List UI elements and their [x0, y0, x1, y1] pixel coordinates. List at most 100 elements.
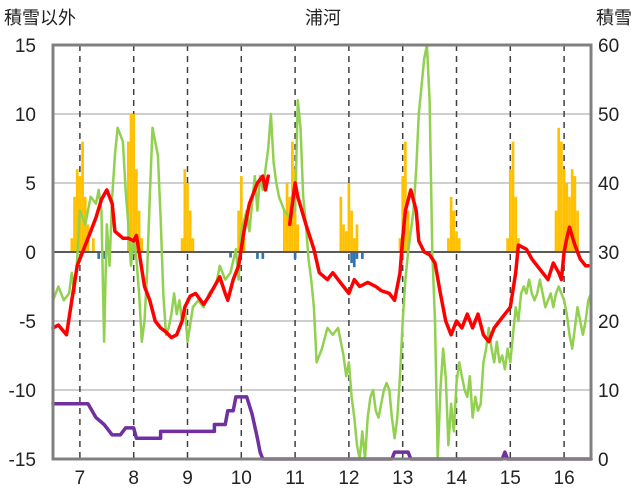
x-tick-label: 7 — [75, 468, 86, 489]
right-tick-label: 50 — [598, 105, 619, 126]
precip-bar — [344, 231, 348, 252]
left-tick-label: 0 — [25, 243, 36, 264]
chart-title: 浦河 — [305, 8, 341, 29]
negative-bar — [350, 252, 353, 264]
negative-bar — [102, 252, 106, 259]
x-tick-labels: 7 8 9 10 11 12 13 14 15 16 — [75, 468, 575, 489]
negative-bar — [355, 252, 359, 259]
left-tick-label: 15 — [15, 36, 36, 57]
precip-bar — [565, 183, 569, 252]
right-tick-label: 30 — [598, 243, 619, 264]
negative-bar — [229, 252, 232, 258]
precip-bar — [457, 238, 461, 252]
precip-bar — [70, 238, 74, 252]
precip-bar — [455, 231, 458, 252]
precip-bar — [406, 210, 410, 252]
plot-frame — [51, 43, 593, 461]
right-tick-label: 0 — [598, 450, 609, 471]
precip-bar — [560, 141, 563, 252]
x-tick-label: 11 — [285, 468, 305, 489]
precip-bar — [352, 238, 356, 252]
precip-bar — [282, 210, 286, 252]
right-tick-label: 20 — [598, 312, 619, 333]
right-axis-label: 積雪 — [596, 8, 632, 29]
right-tick-label: 10 — [598, 381, 619, 402]
x-tick-label: 14 — [446, 468, 468, 489]
precip-bar — [188, 210, 192, 252]
precip-bar — [126, 141, 130, 252]
precip-bar — [129, 114, 133, 252]
precip-bar — [339, 196, 343, 252]
x-tick-label: 16 — [554, 468, 575, 489]
left-axis-label: 積雪以外 — [4, 8, 76, 29]
precip-bar — [449, 196, 453, 252]
precip-bar — [514, 196, 518, 252]
left-tick-label: -10 — [9, 381, 36, 402]
precip-bar — [511, 141, 515, 252]
precip-bar — [398, 238, 402, 252]
precip-bar — [447, 238, 450, 252]
precip-bar — [285, 183, 289, 252]
precip-bar — [81, 141, 84, 252]
precip-bar — [404, 141, 407, 252]
series-lines — [51, 43, 593, 461]
precip-bar — [132, 114, 136, 252]
left-tick-label: -15 — [9, 450, 36, 471]
precip-bar — [75, 169, 79, 252]
negative-bar — [256, 252, 259, 259]
x-tick-label: 12 — [338, 468, 359, 489]
precip-bar — [296, 224, 300, 252]
temperature-line — [287, 181, 591, 344]
x-tick-label: 8 — [128, 468, 139, 489]
right-tick-label: 40 — [598, 174, 619, 195]
precip-bar — [401, 176, 405, 252]
negative-bar — [97, 252, 101, 259]
x-tick-label: 10 — [231, 468, 252, 489]
precip-bar — [342, 224, 345, 252]
left-tick-label: 5 — [25, 174, 36, 195]
precip-bar — [355, 224, 359, 252]
right-tick-labels: 60 50 40 30 20 10 0 — [598, 36, 619, 471]
x-tick-label: 15 — [500, 468, 521, 489]
left-tick-labels: 15 10 5 0 -5 -10 -15 — [9, 36, 36, 471]
precip-bar — [573, 176, 577, 252]
precip-bar — [554, 210, 558, 252]
left-tick-label: -5 — [19, 312, 36, 333]
negative-bar — [261, 252, 265, 259]
negative-bar — [293, 252, 297, 259]
precip-bar — [576, 210, 579, 252]
snow_depth-line — [51, 395, 593, 461]
right-tick-label: 60 — [598, 36, 619, 57]
precip-bar — [183, 169, 187, 252]
precip-bar — [180, 238, 184, 252]
x-tick-label: 9 — [182, 468, 193, 489]
negative-bar — [352, 252, 356, 268]
precip-bar — [557, 127, 561, 252]
left-tick-label: 10 — [15, 105, 36, 126]
precip-bar — [562, 169, 566, 252]
precip-bar — [135, 169, 138, 252]
precip-bar — [508, 169, 512, 252]
precip-bar — [347, 183, 351, 252]
precip-bar — [570, 169, 574, 252]
precip-bar — [452, 210, 456, 252]
temperature-line — [51, 174, 270, 340]
negative-bar — [361, 252, 364, 259]
precip-bar — [191, 238, 195, 252]
precip-bar — [242, 238, 246, 252]
precip-bar — [92, 238, 95, 252]
precip-bar — [186, 183, 189, 252]
precip-bar — [237, 210, 240, 252]
precip-bar — [73, 196, 76, 252]
humidity_like-line — [51, 43, 593, 461]
vertical-gridlines — [79, 45, 565, 459]
precip-bar — [568, 196, 571, 252]
precip-bar — [350, 210, 353, 252]
precip-bar — [239, 176, 243, 252]
precip-bar — [140, 238, 144, 252]
precip-bar — [506, 238, 509, 252]
precip-bar — [137, 210, 141, 252]
x-tick-label: 13 — [392, 468, 413, 489]
precipitation-bars — [70, 114, 579, 268]
